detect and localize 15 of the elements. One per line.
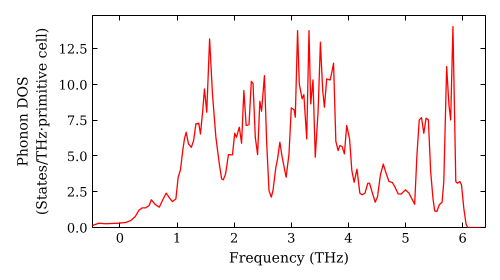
y-tick-label: 12.5 xyxy=(58,42,88,58)
x-tick-label: 6 xyxy=(458,232,467,246)
y-tick-label: 0.0 xyxy=(66,222,88,236)
y-axis-title: Phonon DOS (States/THz·primitive cell) xyxy=(15,28,51,216)
y-tick-label: 7.5 xyxy=(66,114,88,130)
y-tick-label: 5.0 xyxy=(66,150,88,165)
y-tick-label: 10.0 xyxy=(58,78,88,94)
x-tick-label: 3 xyxy=(287,232,296,246)
x-axis-title: Frequency (THz) xyxy=(228,250,350,266)
x-tick-label: 2 xyxy=(230,232,238,246)
x-tick-label: 1 xyxy=(172,232,182,246)
x-tick-label: 0 xyxy=(116,232,124,246)
x-tick-label: 4 xyxy=(344,232,353,246)
x-tick-label: 5 xyxy=(401,232,410,246)
y-tick-label: 2.5 xyxy=(66,186,88,201)
